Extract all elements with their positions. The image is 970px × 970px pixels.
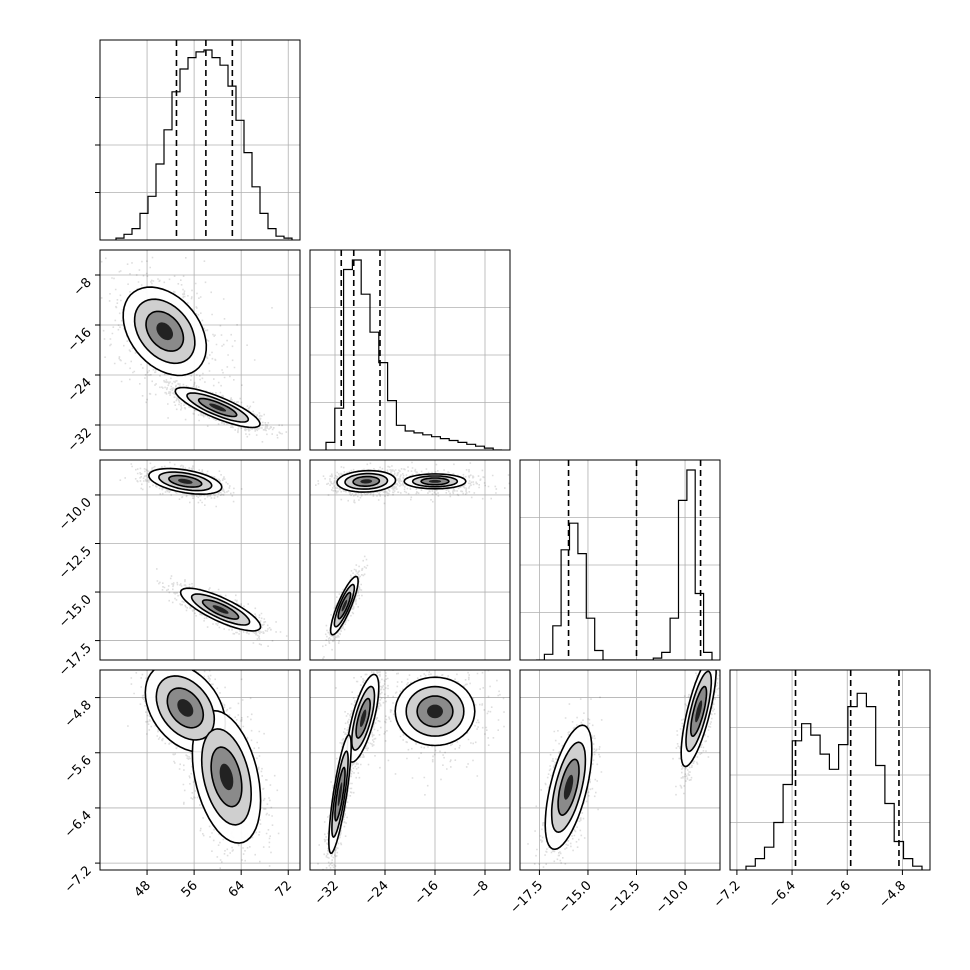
panel-frame	[99, 459, 301, 661]
x-tick-label: −7.2	[711, 878, 744, 911]
y-tick-label: −4.8	[62, 698, 95, 731]
y-tick-label: −17.5	[56, 641, 95, 680]
x-tick-label: −17.5	[507, 878, 546, 917]
hist-panel-p4	[730, 670, 930, 870]
hist-panel-p1	[100, 40, 300, 240]
x-tick-label: −8	[468, 878, 492, 902]
scatter-panel-p1-p2	[100, 250, 300, 450]
histogram-p3	[536, 469, 713, 660]
x-tick-label: 48	[132, 878, 154, 900]
panel-frame	[729, 669, 931, 871]
panel-frame	[519, 669, 721, 871]
scatter-panel-p1-p4	[100, 670, 300, 870]
sample-points	[315, 460, 510, 660]
panel-frame	[99, 249, 301, 451]
x-tick-label: −12.5	[605, 878, 644, 917]
y-tick-label: −15.0	[56, 592, 95, 631]
y-tick-label: −7.2	[62, 863, 95, 896]
contour-level-3	[219, 763, 234, 791]
x-tick-label: −4.8	[876, 878, 909, 911]
contour-level-3	[427, 704, 443, 719]
x-tick-label: −5.6	[821, 878, 854, 911]
panel-frame	[519, 459, 721, 661]
scatter-panel-p1-p3	[100, 460, 300, 660]
x-tick-label: 64	[226, 878, 248, 900]
contour-level-3	[177, 699, 194, 717]
contour-level-3	[360, 479, 373, 484]
contour-level-3	[341, 599, 348, 612]
x-tick-label: −6.4	[766, 878, 799, 911]
y-tick-label: −24	[65, 375, 95, 405]
contour-level-3	[360, 709, 367, 727]
contour-level-3	[563, 774, 574, 800]
histogram-p1	[115, 49, 293, 240]
y-tick-label: −10.0	[56, 495, 95, 534]
panel-frame	[309, 249, 511, 451]
contour-level-3	[178, 478, 193, 484]
panel-frame	[309, 459, 511, 661]
x-tick-label: −32	[312, 878, 342, 908]
scatter-panel-p3-p4	[520, 670, 720, 870]
y-tick-label: −5.6	[62, 753, 95, 786]
panel-frame	[99, 669, 301, 871]
x-tick-label: 56	[179, 878, 201, 900]
y-tick-label: −12.5	[56, 544, 95, 583]
x-tick-label: 72	[273, 878, 295, 900]
contour-level-3	[212, 605, 229, 614]
contour-level-3	[156, 322, 173, 341]
y-tick-label: −8	[71, 275, 95, 299]
hist-panel-p3	[520, 460, 720, 660]
histogram-p2	[325, 259, 502, 450]
contour-level-3	[209, 403, 227, 412]
y-tick-label: −16	[65, 325, 95, 355]
scatter-panel-p2-p4	[310, 670, 510, 870]
contour-level-3	[428, 479, 442, 483]
panel-frame	[99, 39, 301, 241]
x-tick-label: −10.0	[653, 878, 692, 917]
histogram-p4	[745, 692, 923, 870]
scatter-panel-p2-p3	[310, 460, 510, 660]
contour-level-3	[337, 782, 343, 806]
x-tick-label: −16	[412, 878, 442, 908]
x-tick-label: −24	[362, 878, 392, 908]
y-tick-label: −32	[65, 425, 95, 455]
y-tick-label: −6.4	[62, 808, 95, 841]
x-tick-label: −15.0	[556, 878, 595, 917]
panel-frame	[309, 669, 511, 871]
hist-panel-p2	[310, 250, 510, 450]
contour-level-3	[695, 700, 703, 723]
